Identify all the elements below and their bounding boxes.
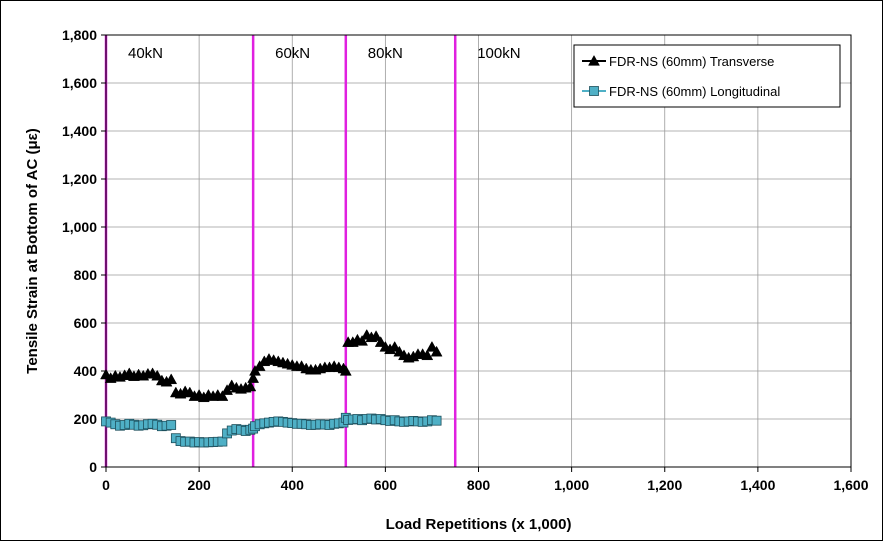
legend-box (573, 44, 841, 108)
triangle-marker (151, 369, 164, 381)
square-marker (431, 415, 442, 426)
series-square (101, 412, 442, 448)
square-marker (166, 420, 177, 430)
x-tick-label: 600 (374, 477, 398, 493)
load-stage-label: 80kN (368, 45, 403, 62)
y-tick-label: 400 (74, 363, 98, 379)
x-tick-label: 1,000 (554, 477, 589, 493)
triangle-marker (421, 349, 434, 361)
y-axis-title: Tensile Strain at Bottom of AC (με) (24, 128, 41, 373)
triangle-marker (430, 345, 443, 357)
y-tick-label: 0 (89, 459, 97, 475)
load-stage-lines: 40kN 60kN 80kN 100kN (104, 35, 521, 467)
triangle-marker (247, 372, 260, 383)
legend-label: FDR-NS (60mm) Transverse (609, 54, 774, 69)
triangle-marker (426, 340, 438, 352)
triangle-marker (370, 330, 382, 341)
x-tick-label: 1,400 (740, 477, 775, 493)
triangle-marker (339, 364, 352, 376)
square-marker (217, 436, 228, 447)
x-tick-label: 200 (187, 477, 211, 493)
tick-labels: 0 200 400 600 800 1,000 1,200 1,400 1,600 0 200 400… (62, 27, 869, 493)
triangle-marker (588, 54, 600, 66)
triangle-marker (374, 336, 387, 347)
x-axis-title: Load Repetitions (x 1,000) (386, 516, 572, 533)
x-tick-label: 400 (281, 477, 305, 493)
y-tick-label: 1,000 (62, 219, 97, 235)
y-tick-label: 1,200 (62, 171, 97, 187)
load-stage-label: 40kN (128, 45, 163, 62)
series-triangle (100, 328, 443, 403)
data-series (100, 328, 443, 448)
triangle-marker (388, 340, 401, 352)
legend: FDR-NS (60mm) Transverse FDR-NS (60mm) Lo… (573, 44, 841, 108)
x-tick-label: 1,200 (647, 477, 682, 493)
x-tick-label: 1,600 (833, 477, 868, 493)
triangle-marker (244, 380, 257, 392)
x-tick-label: 0 (102, 477, 110, 493)
y-tick-label: 1,600 (62, 75, 97, 91)
square-marker (589, 86, 599, 96)
legend-label: FDR-NS (60mm) Longitudinal (609, 84, 780, 99)
x-tick-label: 800 (467, 477, 491, 493)
triangle-marker (216, 390, 229, 401)
y-tick-label: 200 (74, 411, 98, 427)
y-tick-label: 1,400 (62, 123, 97, 139)
y-tick-label: 800 (74, 267, 98, 283)
load-stage-label: 100kN (477, 45, 520, 62)
load-stage-label: 60kN (275, 45, 310, 62)
triangle-marker (356, 334, 369, 346)
y-tick-label: 600 (74, 315, 98, 331)
triangle-marker (165, 373, 178, 385)
y-tick-label: 1,800 (62, 27, 97, 43)
